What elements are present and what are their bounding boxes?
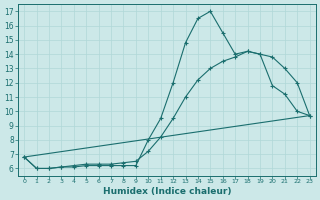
X-axis label: Humidex (Indice chaleur): Humidex (Indice chaleur) [103, 187, 231, 196]
